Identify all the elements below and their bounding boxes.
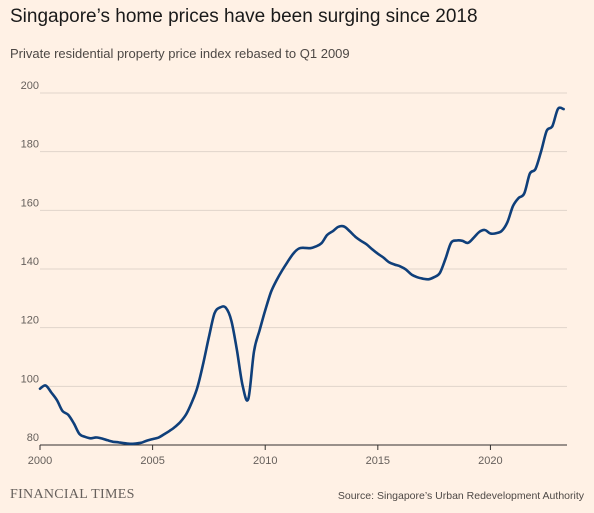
ft-logo: FINANCIAL TIMES: [10, 487, 135, 502]
y-tick-label-120: 120: [21, 315, 39, 327]
y-tick-label-180: 180: [21, 139, 39, 151]
y-tick-label-160: 160: [21, 197, 39, 209]
y-tick-label-200: 200: [21, 80, 39, 92]
x-tick-label-2010: 2010: [253, 455, 277, 467]
series-group: [38, 106, 565, 446]
y-tick-label-80: 80: [27, 432, 39, 444]
y-axis-labels: 80 100 120 140 160 180 200: [21, 80, 39, 444]
x-tick-label-2000: 2000: [28, 455, 52, 467]
chart-title: Singapore’s home prices have been surgin…: [10, 6, 478, 27]
y-tick-label-100: 100: [21, 373, 39, 385]
gridlines: [40, 92, 567, 387]
x-tick-label-2020: 2020: [478, 455, 502, 467]
x-axis: 2000 2005 2010 2015 2020: [28, 444, 567, 467]
chart-subtitle: Private residential property price index…: [10, 46, 350, 61]
y-tick-label-140: 140: [21, 256, 39, 268]
source-note: Source: Singapore’s Urban Redevelopment …: [337, 490, 584, 502]
price-index-line: [38, 106, 565, 446]
x-tick-label-2005: 2005: [140, 455, 164, 467]
x-tick-label-2015: 2015: [366, 455, 390, 467]
